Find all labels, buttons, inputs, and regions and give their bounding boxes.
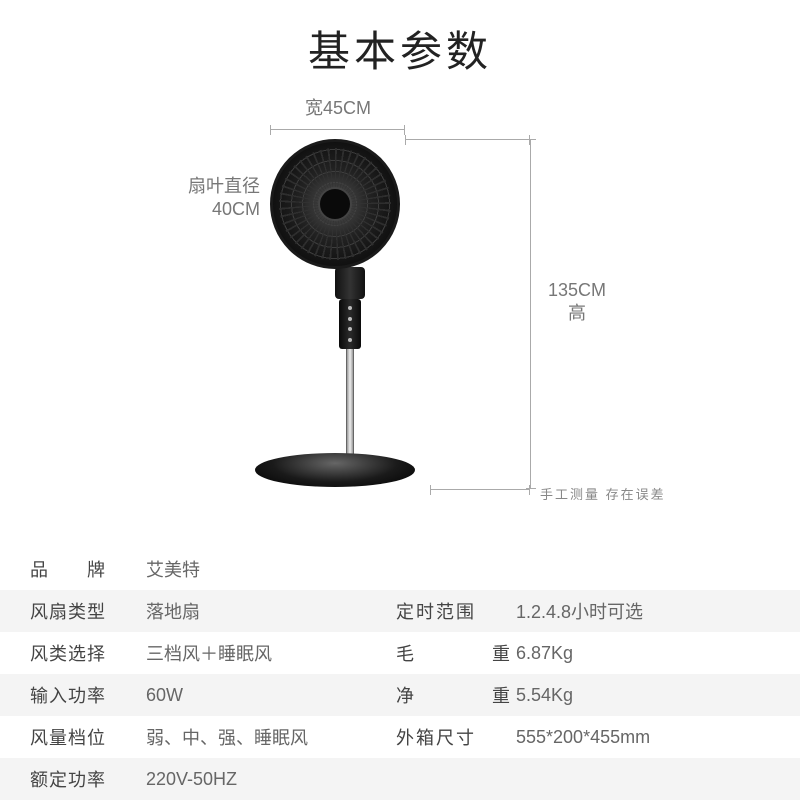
table-row: 输入功率 60W 净 重 5.54Kg [0, 674, 800, 716]
spec-table: 品 牌 艾美特 风扇类型 落地扇 定时范围 1.2.4.8小时可选 风类选择 三… [0, 548, 800, 800]
spec-label: 风扇类型 [0, 598, 142, 624]
spec-value: 555*200*455mm [512, 727, 800, 748]
spec-label: 品 牌 [0, 556, 142, 582]
fan-neck [335, 267, 365, 299]
spec-value: 6.87Kg [512, 643, 800, 664]
spec-value: 5.54Kg [512, 685, 800, 706]
height-bottom-tick [430, 489, 530, 490]
spec-label: 净 重 [392, 682, 512, 708]
spec-value: 弱、中、强、睡眠风 [142, 724, 392, 750]
table-row: 额定功率 220V-50HZ [0, 758, 800, 800]
spec-value: 三档风＋睡眠风 [142, 640, 392, 666]
page-title: 基本参数 [0, 0, 800, 79]
fan-illustration [270, 139, 430, 487]
spec-label: 外箱尺寸 [392, 724, 512, 750]
width-dim-line [270, 129, 405, 130]
spec-label: 风类选择 [0, 640, 142, 666]
measurement-note: 手工测量 存在误差 [540, 484, 666, 503]
blade-dim-label: 扇叶直径 40CM [160, 175, 260, 222]
table-row: 风类选择 三档风＋睡眠风 毛 重 6.87Kg [0, 632, 800, 674]
dimension-diagram: 宽45CM 扇叶直径 40CM 135CM 高 手工测 [0, 89, 800, 509]
height-dim-text2: 高 [568, 303, 586, 323]
fan-hub [318, 187, 352, 221]
spec-label: 额定功率 [0, 766, 142, 792]
spec-value: 220V-50HZ [142, 769, 392, 790]
fan-base [255, 453, 415, 487]
table-row: 风量档位 弱、中、强、睡眠风 外箱尺寸 555*200*455mm [0, 716, 800, 758]
fan-control-panel [339, 299, 361, 349]
table-row: 风扇类型 落地扇 定时范围 1.2.4.8小时可选 [0, 590, 800, 632]
table-row: 品 牌 艾美特 [0, 548, 800, 590]
spec-value: 落地扇 [142, 598, 392, 624]
height-dim-label: 135CM 高 [548, 279, 606, 326]
width-dim-label: 宽45CM [298, 97, 378, 120]
spec-label: 输入功率 [0, 682, 142, 708]
height-dim-line [530, 139, 531, 489]
fan-pole [346, 349, 354, 459]
spec-label: 定时范围 [392, 598, 512, 624]
spec-value: 1.2.4.8小时可选 [512, 598, 800, 624]
blade-dim-text1: 扇叶直径 [188, 176, 260, 196]
fan-head [270, 139, 400, 269]
spec-value: 艾美特 [142, 556, 392, 582]
spec-value: 60W [142, 685, 392, 706]
blade-dim-text2: 40CM [212, 199, 260, 219]
height-dim-text1: 135CM [548, 280, 606, 300]
spec-label: 风量档位 [0, 724, 142, 750]
spec-label: 毛 重 [392, 640, 512, 666]
